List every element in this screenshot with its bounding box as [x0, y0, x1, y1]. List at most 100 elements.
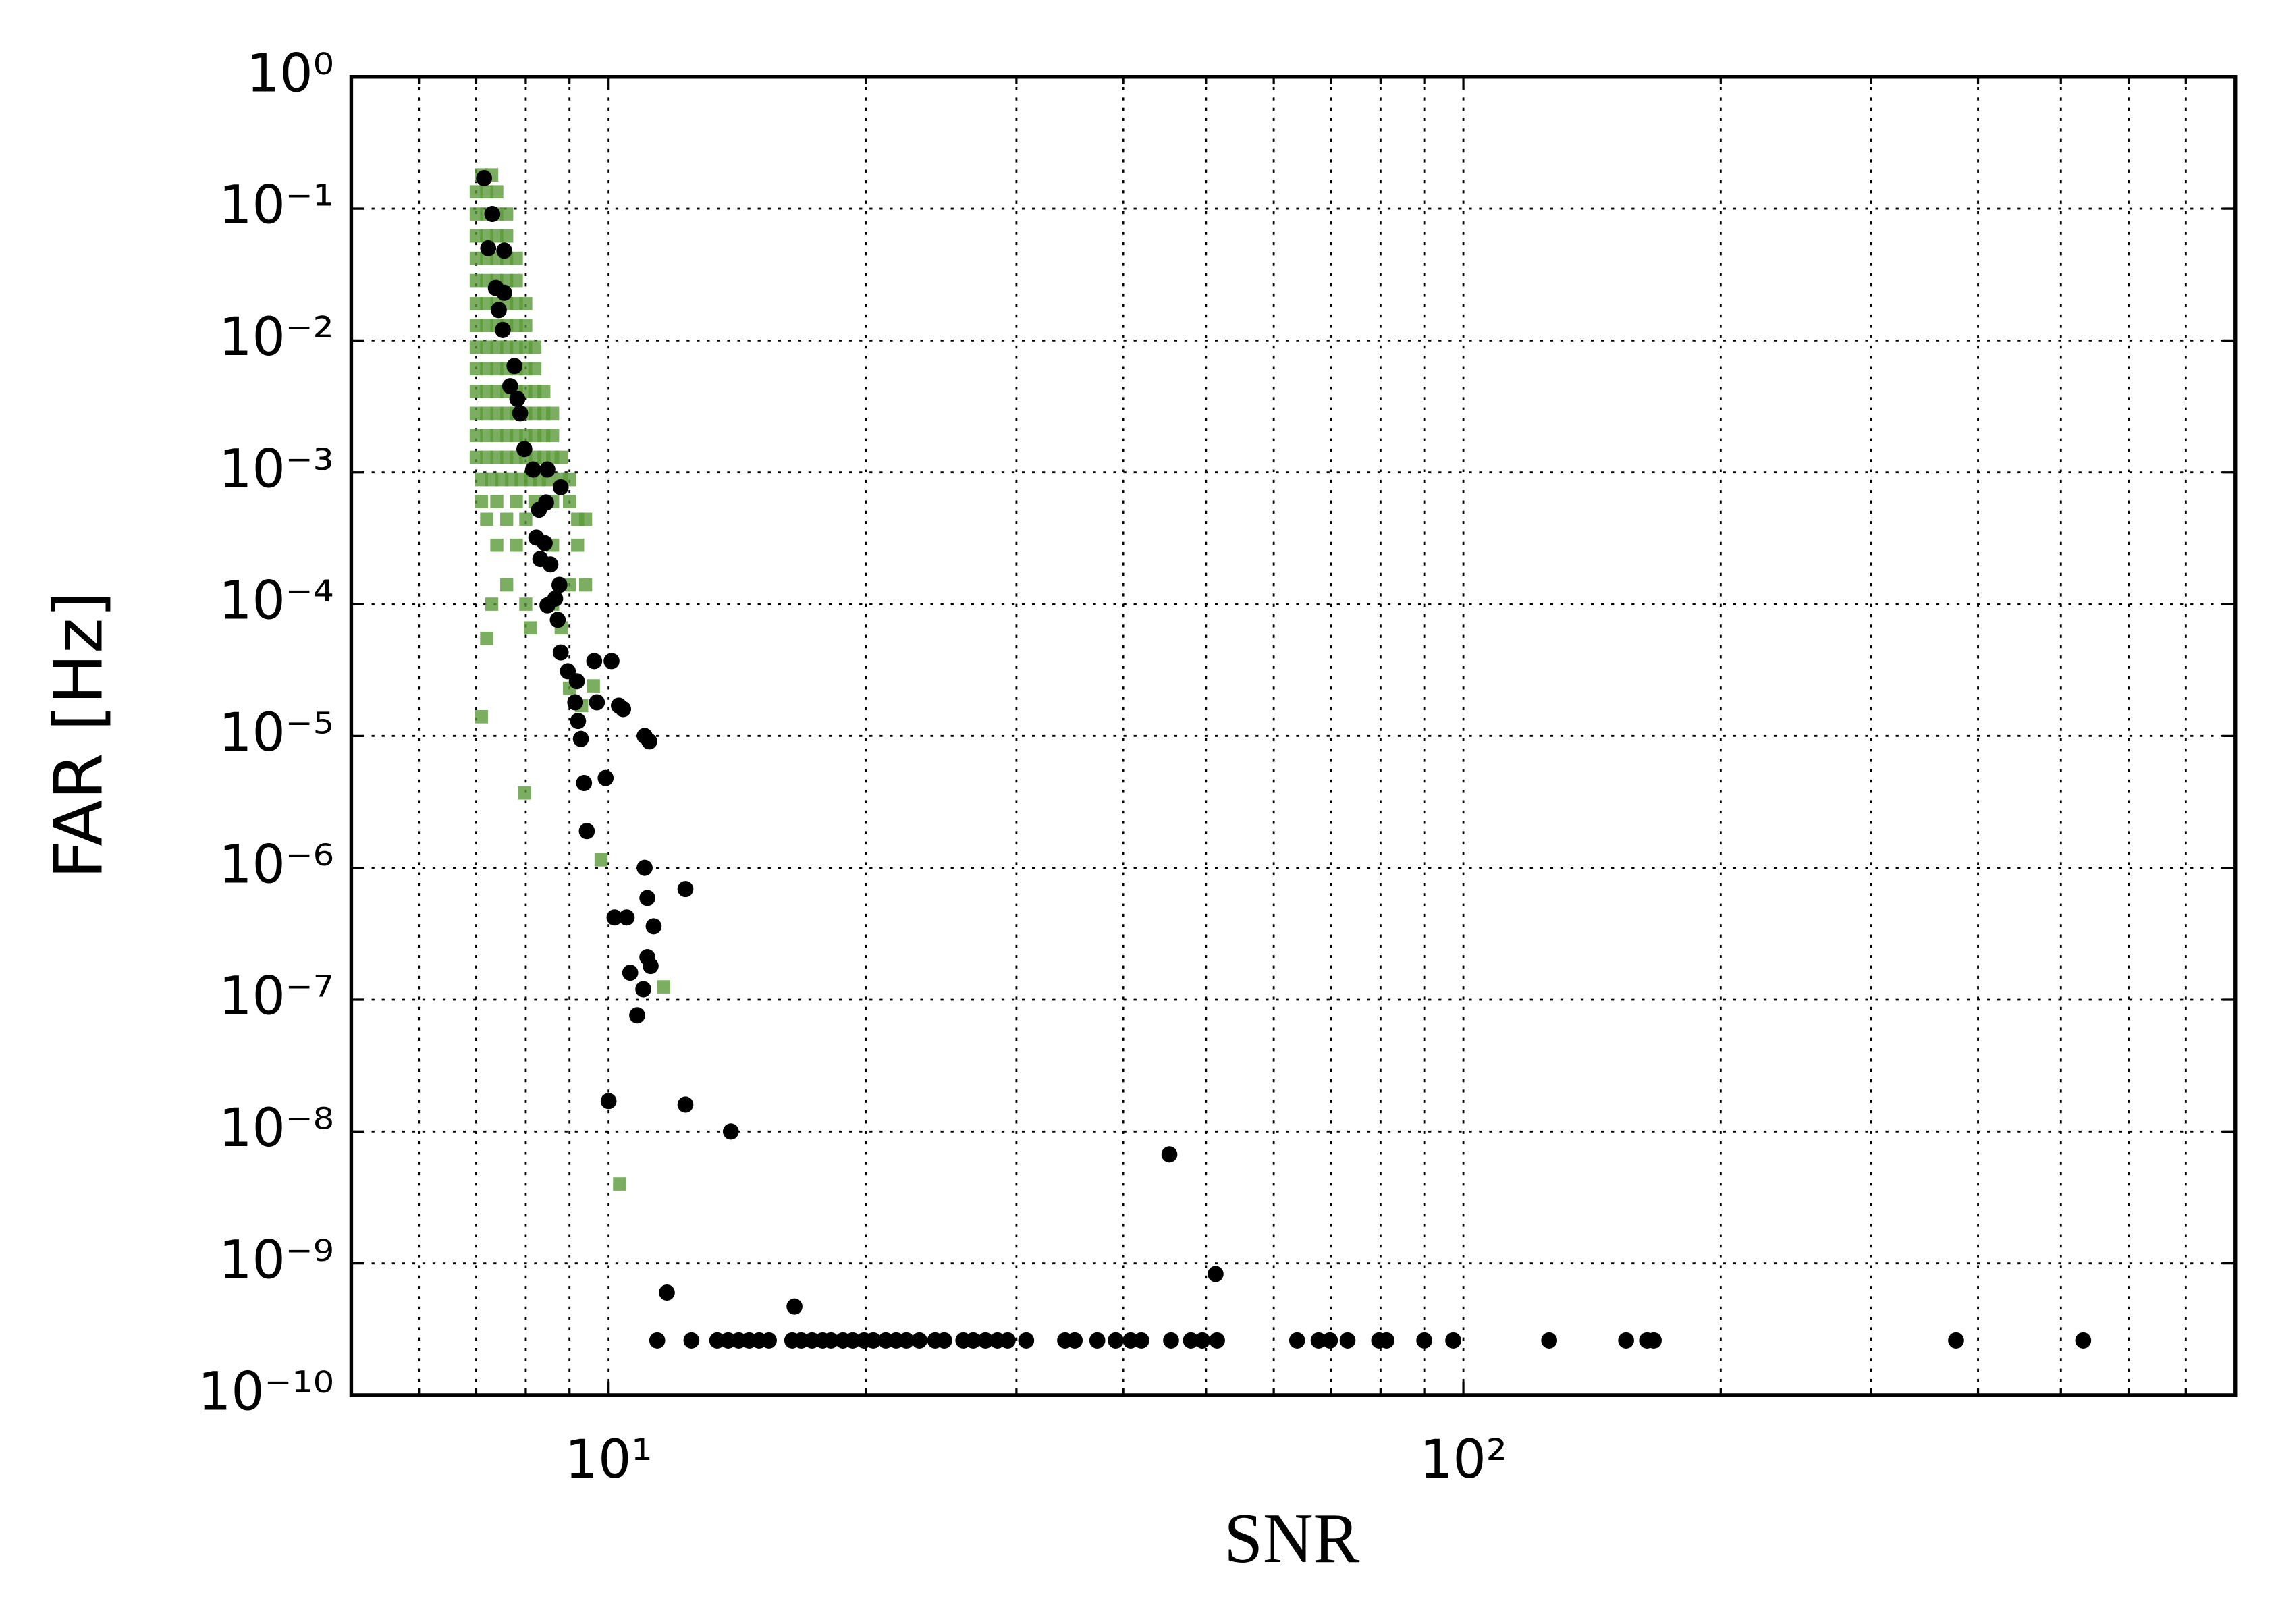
y-tick-label: 10⁻³	[219, 439, 333, 500]
square-point	[480, 297, 493, 310]
circle-point	[567, 694, 584, 711]
square-point	[485, 597, 499, 611]
circle-point	[1646, 1332, 1662, 1349]
circle-point	[823, 1332, 839, 1349]
square-point	[480, 229, 493, 243]
square-point	[475, 495, 488, 508]
circle-point	[1322, 1332, 1338, 1349]
square-point	[510, 273, 523, 288]
circle-point	[551, 576, 568, 593]
circle-point	[1194, 1332, 1211, 1349]
circle-point	[1416, 1332, 1432, 1349]
circle-point	[600, 1093, 617, 1110]
circle-point	[865, 1332, 882, 1349]
circle-point	[537, 535, 553, 551]
circle-point	[578, 823, 595, 840]
square-point	[554, 450, 568, 464]
square-point	[469, 273, 483, 288]
square-point	[469, 406, 483, 421]
plot-frame	[349, 75, 2238, 1397]
y-tick-label: 10⁰	[246, 43, 334, 105]
circle-point	[491, 302, 507, 319]
circle-point	[898, 1332, 915, 1349]
circle-point	[506, 358, 523, 375]
square-point	[490, 538, 504, 552]
square-point	[563, 495, 576, 508]
square-point	[613, 1177, 626, 1191]
circle-point	[1108, 1332, 1124, 1349]
circle-point	[683, 1332, 700, 1349]
square-point	[578, 512, 593, 526]
square-point	[485, 472, 499, 487]
circle-point	[1133, 1332, 1149, 1349]
square-point	[571, 538, 585, 552]
circle-point	[1378, 1332, 1395, 1349]
circle-point	[552, 644, 569, 661]
square-point	[500, 207, 514, 221]
circle-point	[572, 730, 589, 747]
circle-point	[606, 909, 623, 926]
circle-point	[936, 1332, 952, 1349]
y-tick-label: 10⁻⁸	[219, 1098, 333, 1159]
x-axis-label: SNR	[1224, 1498, 1360, 1577]
y-tick-label: 10⁻⁵	[219, 702, 333, 763]
circle-point	[476, 170, 492, 187]
circle-point	[645, 918, 662, 935]
square-point	[469, 229, 483, 243]
square-point	[500, 229, 514, 243]
square-point	[469, 429, 483, 443]
square-point	[490, 495, 504, 508]
square-point	[480, 385, 493, 398]
circle-point	[542, 556, 559, 573]
circle-point	[539, 461, 556, 478]
square-point	[490, 340, 504, 354]
square-point	[546, 406, 560, 421]
circle-point	[524, 461, 541, 478]
circle-point	[480, 240, 497, 256]
circle-point	[1310, 1332, 1327, 1349]
circle-point	[786, 1298, 803, 1315]
square-point	[587, 679, 600, 693]
x-tick-label: 10¹	[565, 1430, 653, 1491]
y-tick-label: 10⁻¹⁰	[198, 1361, 333, 1423]
circle-point	[495, 321, 511, 338]
circle-point	[965, 1332, 981, 1349]
square-point	[518, 786, 531, 800]
circle-point	[641, 733, 657, 750]
circle-point	[589, 694, 605, 711]
circle-point	[1018, 1332, 1035, 1349]
circle-point	[618, 909, 635, 926]
circle-point	[1163, 1332, 1179, 1349]
circle-point	[639, 890, 655, 906]
square-point	[519, 597, 533, 611]
square-point	[469, 319, 483, 332]
square-point	[469, 340, 483, 354]
square-point	[469, 297, 483, 310]
circle-point	[1209, 1332, 1225, 1349]
square-point	[519, 297, 533, 310]
circle-point	[502, 378, 518, 395]
square-point	[469, 362, 483, 376]
square-point	[490, 229, 504, 243]
circle-point	[977, 1332, 994, 1349]
circle-point	[709, 1332, 726, 1349]
square-point	[469, 450, 483, 464]
square-point	[528, 340, 542, 354]
square-point	[490, 385, 504, 398]
square-point	[480, 512, 493, 526]
circle-point	[1289, 1332, 1305, 1349]
square-point	[469, 185, 483, 199]
circle-point	[496, 242, 512, 259]
square-point	[524, 621, 537, 635]
circle-point	[516, 441, 533, 458]
circle-point	[531, 502, 547, 518]
circle-point	[512, 405, 529, 422]
square-point	[480, 340, 493, 354]
circle-point	[1000, 1332, 1016, 1349]
square-point	[510, 251, 523, 265]
circle-point	[1948, 1332, 1964, 1349]
circle-point	[568, 673, 585, 690]
grid	[351, 76, 2236, 1397]
